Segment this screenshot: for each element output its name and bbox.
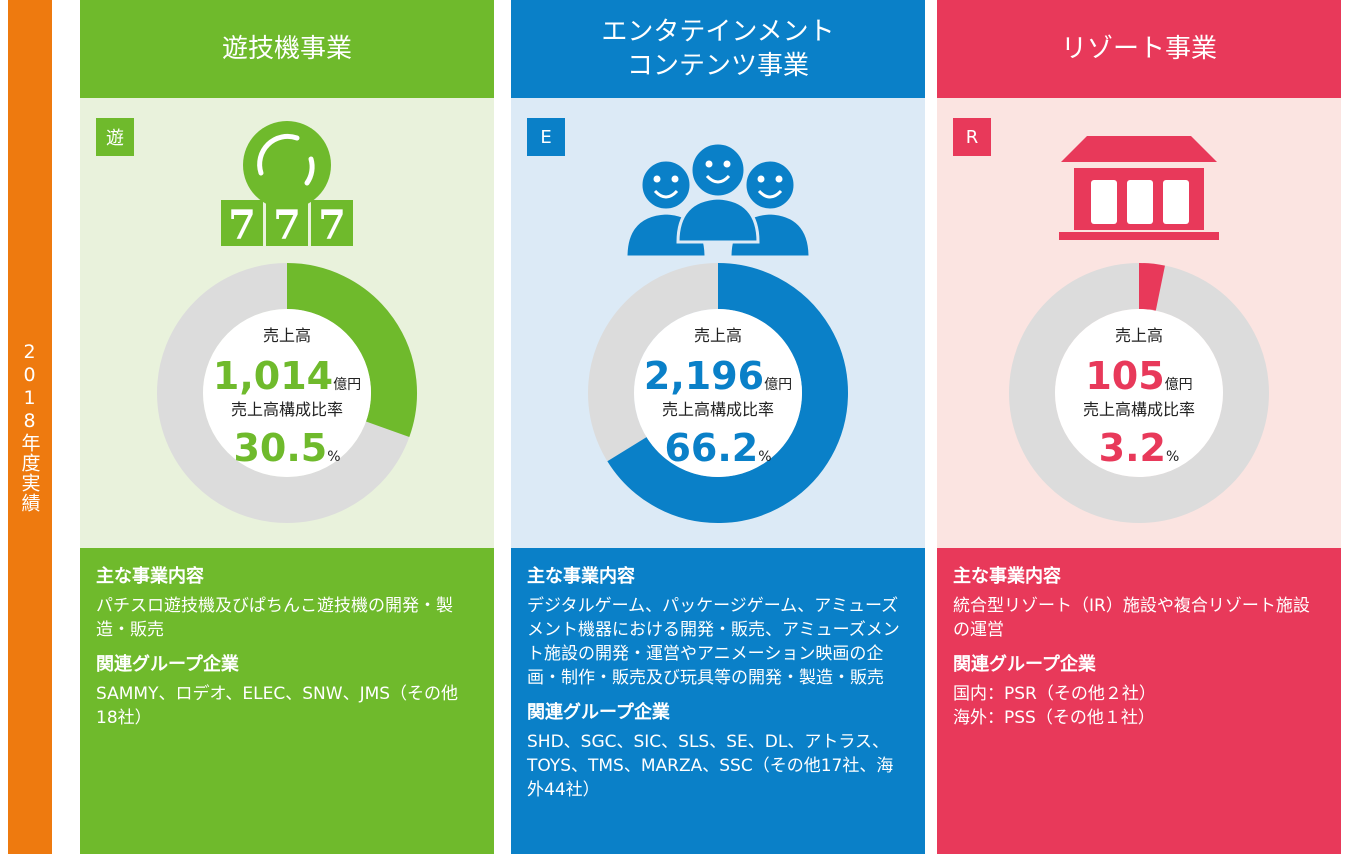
donut-segment [286, 263, 417, 438]
panel-title: リゾート事業 [1060, 34, 1217, 64]
share-unit: % [327, 449, 340, 465]
share-label: 売上高構成比率 [1083, 400, 1195, 419]
content-text: デジタルゲーム、パッケージゲーム、アミューズメント機器における開発・販売、アミュ… [527, 596, 900, 688]
badge: R [953, 118, 991, 156]
panel-header: リゾート事業 [937, 0, 1341, 98]
icon-reel-text: 7 [228, 202, 256, 249]
share-label: 売上高構成比率 [662, 400, 774, 419]
panel-info: 主な事業内容デジタルゲーム、パッケージゲーム、アミューズメント機器における開発・… [511, 548, 925, 854]
icon-head [639, 158, 693, 212]
panel-info: 主な事業内容統合型リゾート（IR）施設や複合リゾート施設の運営関連グループ企業国… [937, 548, 1341, 854]
icon-eye [671, 175, 679, 183]
donut-segment [607, 263, 848, 523]
sales: 2,196億円 [644, 354, 792, 398]
panel-title: エンタテインメント [601, 17, 835, 47]
sales-label: 売上高 [263, 326, 311, 345]
icon-reel [311, 200, 353, 246]
icon-reel-text: 7 [318, 202, 346, 249]
sales-value: 2,196 [644, 354, 764, 398]
sales-label: 売上高 [694, 326, 742, 345]
share-unit: % [1166, 449, 1179, 465]
share-value: 30.5 [233, 426, 327, 470]
share-label: 売上高構成比率 [231, 400, 343, 419]
content-heading: 主な事業内容 [527, 566, 635, 587]
icon-reel-text: 7 [273, 202, 301, 249]
group-heading: 関連グループ企業 [953, 654, 1096, 675]
icon-window [1127, 180, 1153, 224]
share-value: 66.2 [664, 426, 758, 470]
panel-header: エンタテインメント コンテンツ事業 [511, 0, 925, 98]
content-text: パチスロ遊技機及びぱちんこ遊技機の開発・製造・販売 [96, 596, 453, 640]
sales: 105億円 [1085, 354, 1192, 398]
share: 66.2% [664, 426, 771, 470]
group-heading: 関連グループ企業 [527, 702, 670, 723]
icon-head [743, 158, 797, 212]
panel: 遊技機事業遊 7 7 7 売上高 1,014億円 売上高構成比率 30.5% 主な事業内容 パチス… [80, 0, 494, 854]
side-bar: 2018年度実績 [8, 0, 52, 854]
icon-reel [266, 200, 308, 246]
panel-title: 遊技機事業 [221, 34, 352, 64]
sales-value: 1,014 [213, 354, 333, 398]
icon-smile [757, 189, 783, 199]
sales-unit: 億円 [1165, 377, 1193, 393]
donut-segment [1138, 263, 1165, 311]
panel: エンタテインメント コンテンツ事業 E 売上高 2,196億円売上高構成比率 66.2% 主… [511, 0, 925, 854]
icon-body [676, 196, 760, 244]
group-text: 海外：PSS（その他１社） [953, 708, 1155, 728]
sales-label: 売上高 [1115, 326, 1163, 345]
group-text: 国内：PSR（その他２社） [953, 684, 1156, 704]
share: 3.2% [1099, 426, 1180, 470]
share: 30.5% [233, 426, 340, 470]
sales-unit: 億円 [333, 377, 361, 393]
content-heading: 主な事業内容 [96, 566, 204, 587]
icon-head [689, 141, 747, 199]
donut-center [1055, 309, 1223, 477]
badge: 遊 [96, 118, 134, 156]
sales-unit: 億円 [764, 377, 792, 393]
icon-smile [653, 189, 679, 199]
icon-eye [723, 160, 731, 168]
sales-value: 105 [1085, 354, 1164, 398]
group-text: SHD、SGC、SIC、SLS、SE、DL、アトラス、TOYS、TMS、MARZ… [527, 732, 894, 800]
icon-eye [757, 175, 765, 183]
group-text: SAMMY、ロデオ、ELEC、SNW、JMS（その他18社） [96, 684, 459, 728]
icon-eye [653, 175, 661, 183]
panel-title: コンテンツ事業 [626, 51, 809, 81]
icon-base [1059, 232, 1219, 240]
icon-eye [775, 175, 783, 183]
icon-roof [1061, 136, 1217, 162]
icon-ball [243, 121, 331, 209]
icon-smile [705, 174, 731, 184]
donut-center [203, 309, 371, 477]
group-heading: 関連グループ企業 [96, 654, 239, 675]
share-value: 3.2 [1099, 426, 1166, 470]
panel: リゾート事業 R 売上高 105億円売上高構成比率 3.2% 主な事業内容統合型リゾート（… [937, 0, 1341, 854]
content-text: 統合型リゾート（IR）施設や複合リゾート施設の運営 [953, 596, 1310, 640]
icon-window [1091, 180, 1117, 224]
sales: 1,014億円 [213, 354, 361, 398]
panel-header: 遊技機事業 [80, 0, 494, 98]
donut-center [634, 309, 802, 477]
panel-info: 主な事業内容パチスロ遊技機及びぱちんこ遊技機の開発・製造・販売関連グループ企業 S… [80, 548, 494, 854]
icon-shine [304, 156, 315, 186]
icon-shine [257, 133, 300, 176]
icon-window [1163, 180, 1189, 224]
icon-reel [221, 200, 263, 246]
content-heading: 主な事業内容 [953, 566, 1061, 587]
icon-eye [705, 160, 713, 168]
side-label: 2018年度実績 [18, 341, 41, 513]
badge: E [527, 118, 565, 156]
share-unit: % [758, 449, 771, 465]
